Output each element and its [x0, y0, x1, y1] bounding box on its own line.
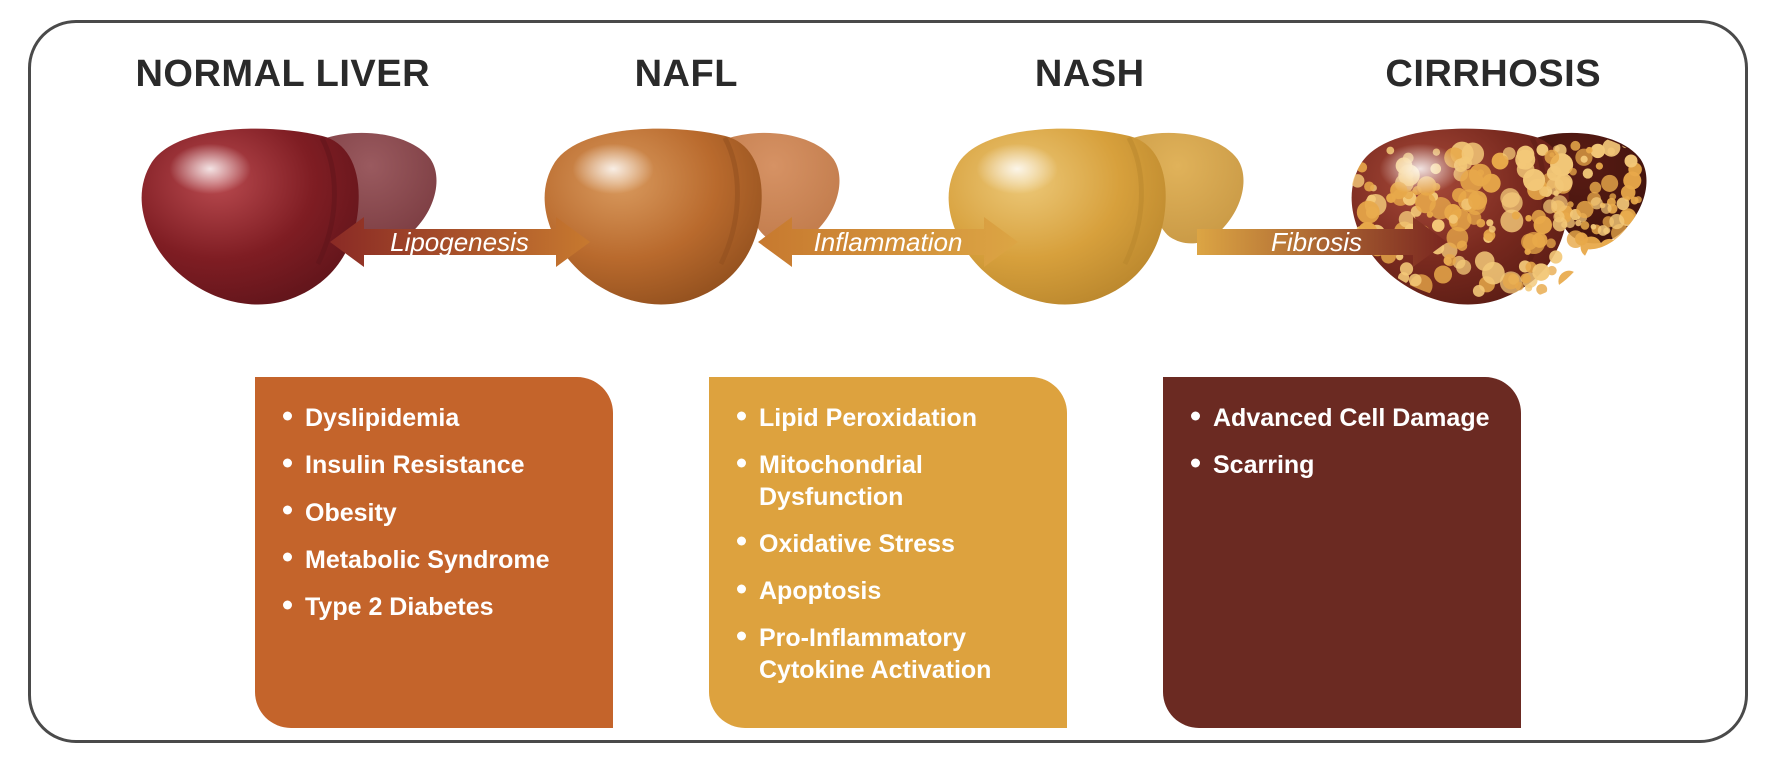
- info-box: Advanced Cell Damage Scarring: [1163, 377, 1521, 728]
- info-item: Insulin Resistance: [283, 450, 585, 481]
- stage-nash: NASH: [888, 53, 1292, 318]
- stage-nafl: NAFL: [485, 53, 889, 318]
- stage-title: CIRRHOSIS: [1385, 53, 1601, 96]
- info-item: Pro-Inflammatory Cytokine Activation: [737, 623, 1039, 686]
- info-item: Obesity: [283, 498, 585, 529]
- liver-illustration: [118, 108, 448, 318]
- info-item: Lipid Peroxidation: [737, 403, 1039, 434]
- liver-icon: [118, 108, 448, 318]
- liver-icon: [925, 108, 1255, 318]
- info-boxes-row: Dyslipidemia Insulin Resistance Obesity Met…: [81, 377, 1695, 728]
- stages-row: NORMAL LIVER: [81, 53, 1695, 343]
- stage-normal: NORMAL LIVER: [81, 53, 485, 318]
- stage-title: NORMAL LIVER: [135, 53, 430, 96]
- liver-illustration: [925, 108, 1255, 318]
- info-list: Dyslipidemia Insulin Resistance Obesity Met…: [283, 403, 585, 623]
- stage-title: NASH: [1035, 53, 1145, 96]
- info-list: Lipid Peroxidation Mitochondrial Dysfunct…: [737, 403, 1039, 686]
- info-item: Oxidative Stress: [737, 529, 1039, 560]
- info-item: Apoptosis: [737, 576, 1039, 607]
- info-item: Advanced Cell Damage: [1191, 403, 1493, 434]
- info-item: Type 2 Diabetes: [283, 592, 585, 623]
- liver-icon: [521, 108, 851, 318]
- info-list: Advanced Cell Damage Scarring: [1191, 403, 1493, 482]
- info-box: Dyslipidemia Insulin Resistance Obesity Met…: [255, 377, 613, 728]
- info-item: Mitochondrial Dysfunction: [737, 450, 1039, 513]
- stage-cirrhosis: CIRRHOSIS: [1292, 53, 1696, 318]
- diagram-frame: NORMAL LIVER: [28, 20, 1748, 743]
- liver-icon: [1328, 108, 1658, 318]
- info-item: Dyslipidemia: [283, 403, 585, 434]
- info-item: Metabolic Syndrome: [283, 545, 585, 576]
- liver-illustration: [521, 108, 851, 318]
- stage-title: NAFL: [635, 53, 738, 96]
- info-item: Scarring: [1191, 450, 1493, 481]
- info-box: Lipid Peroxidation Mitochondrial Dysfunct…: [709, 377, 1067, 728]
- liver-illustration: [1328, 108, 1658, 318]
